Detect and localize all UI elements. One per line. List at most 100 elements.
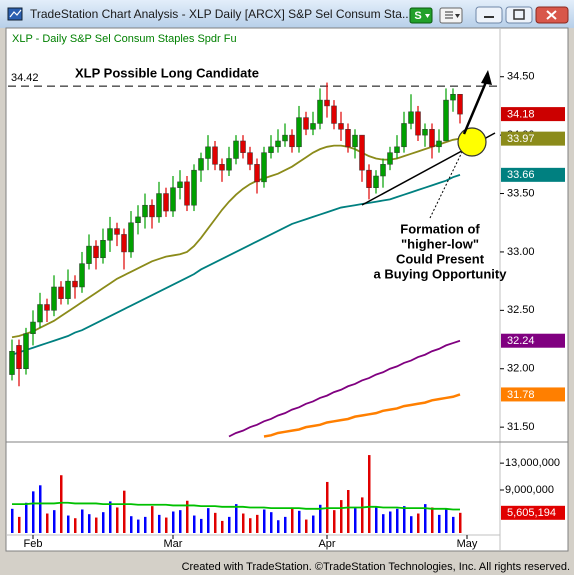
volume-bar bbox=[25, 502, 28, 533]
menu-button-glyph[interactable] bbox=[445, 11, 453, 19]
volume-bar bbox=[165, 517, 168, 533]
value-box bbox=[501, 387, 565, 402]
candle-body bbox=[352, 134, 358, 148]
candle-body bbox=[261, 152, 267, 183]
value-box-label: 32.24 bbox=[507, 335, 535, 347]
candle-body bbox=[436, 140, 442, 148]
volume-tick-label: 9,000,000 bbox=[505, 484, 554, 496]
volume-bar bbox=[284, 516, 287, 533]
candle-body bbox=[121, 234, 127, 253]
pointer-line bbox=[429, 151, 463, 219]
volume-bar bbox=[137, 519, 140, 533]
candle-body bbox=[72, 280, 78, 288]
candle-body bbox=[23, 333, 29, 369]
maximize-button[interactable] bbox=[505, 6, 533, 24]
candle-body bbox=[44, 304, 50, 311]
candle-body bbox=[415, 111, 421, 136]
volume-bar bbox=[431, 507, 434, 533]
volume-bar bbox=[130, 516, 133, 533]
volume-bar bbox=[368, 455, 371, 533]
value-box bbox=[501, 505, 565, 520]
chart-area bbox=[5, 27, 569, 552]
value-box-label: 33.97 bbox=[507, 133, 535, 145]
volume-bar bbox=[256, 514, 259, 533]
candle-body bbox=[240, 140, 246, 153]
strategy-button-label[interactable]: S bbox=[414, 10, 421, 22]
y-tick-label: 31.50 bbox=[507, 421, 535, 433]
volume-bar bbox=[445, 509, 448, 533]
candle-body bbox=[268, 146, 274, 153]
maximize-glyph[interactable] bbox=[513, 9, 525, 20]
strategy-button-arrow[interactable] bbox=[425, 14, 430, 18]
minimize-glyph[interactable] bbox=[484, 16, 494, 18]
value-labels: 34.18 33.97 33.66 32.24 31.78 5,605,194 bbox=[501, 107, 565, 520]
x-tick-label: Apr bbox=[318, 538, 335, 550]
candle-body bbox=[212, 146, 218, 165]
value-box-label: 34.18 bbox=[507, 109, 535, 121]
candle-body bbox=[128, 222, 134, 253]
volume-bar bbox=[389, 511, 392, 533]
menu-button-arrow[interactable] bbox=[455, 14, 460, 18]
y-tick-label: 33.50 bbox=[507, 187, 535, 199]
highlight-circle bbox=[457, 127, 487, 157]
value-box bbox=[501, 167, 565, 182]
candle-body bbox=[331, 105, 337, 124]
candle-body bbox=[429, 129, 435, 148]
candle-body bbox=[135, 216, 141, 223]
moving-average bbox=[263, 393, 461, 438]
candle-body bbox=[177, 181, 183, 188]
candle-body bbox=[373, 175, 379, 188]
candle-body bbox=[198, 158, 204, 171]
volume-bar bbox=[67, 515, 70, 533]
volume-bar bbox=[354, 508, 357, 533]
candle-body bbox=[107, 228, 113, 241]
strategy-button[interactable] bbox=[409, 7, 433, 24]
volume-average bbox=[12, 501, 460, 511]
candle-body bbox=[9, 350, 15, 375]
volume-bar bbox=[102, 512, 105, 533]
candle-body bbox=[450, 93, 456, 101]
candle-body bbox=[184, 181, 190, 206]
candle-body bbox=[275, 140, 281, 148]
value-box bbox=[501, 333, 565, 348]
candle-body bbox=[394, 146, 400, 153]
volume-bar bbox=[410, 516, 413, 533]
moving-average bbox=[228, 339, 461, 438]
candle-body bbox=[366, 169, 372, 188]
minimize-button[interactable] bbox=[475, 6, 503, 24]
volume-bar bbox=[179, 510, 182, 533]
volume-bar bbox=[452, 516, 455, 533]
close-glyph[interactable] bbox=[546, 10, 557, 20]
x-tick-label: Feb bbox=[24, 538, 43, 550]
window-title: TradeStation Chart Analysis - XLP Daily … bbox=[30, 7, 412, 21]
candle-body bbox=[37, 304, 43, 323]
volume-bar bbox=[144, 516, 147, 533]
annotation: XLP Possible Long Candidate bbox=[75, 65, 259, 80]
candle-body bbox=[422, 129, 428, 136]
volume-bar bbox=[46, 513, 49, 533]
volume-bar bbox=[333, 510, 336, 533]
candle-body bbox=[156, 193, 162, 218]
candle-body bbox=[233, 140, 239, 159]
volume-bar bbox=[60, 475, 63, 533]
candle-body bbox=[387, 152, 393, 165]
candle-body bbox=[226, 158, 232, 171]
candle-body bbox=[191, 169, 197, 206]
app-icon-glyph bbox=[9, 9, 22, 18]
volume-bar bbox=[319, 504, 322, 533]
volume-bar bbox=[298, 510, 301, 533]
candle-body bbox=[51, 286, 57, 311]
volume-bar bbox=[277, 520, 280, 533]
annotation: Could Present bbox=[396, 251, 485, 266]
resistance-label: 34.42 bbox=[11, 72, 39, 84]
candle-body bbox=[296, 117, 302, 148]
moving-average bbox=[11, 173, 461, 356]
candle-body bbox=[359, 134, 365, 171]
volume-bar bbox=[312, 515, 315, 533]
value-box bbox=[501, 131, 565, 146]
candle-body bbox=[282, 134, 288, 142]
value-box-label: 31.78 bbox=[507, 389, 535, 401]
value-box bbox=[501, 107, 565, 122]
annotation: Formation of bbox=[400, 221, 480, 236]
candle-body bbox=[219, 164, 225, 171]
